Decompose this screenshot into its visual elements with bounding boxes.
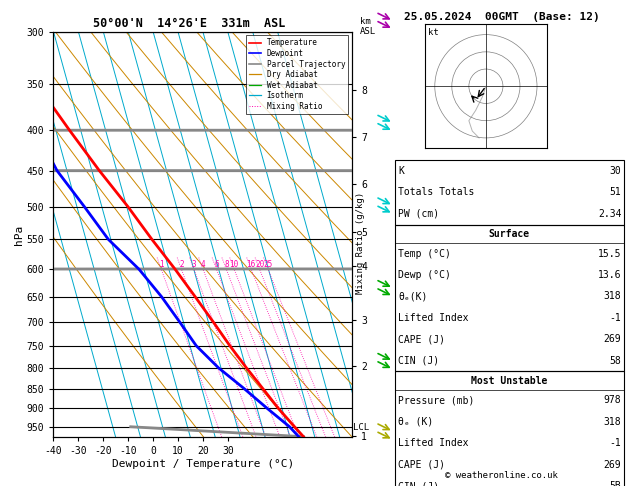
Text: kt: kt bbox=[428, 28, 439, 37]
Text: LCL: LCL bbox=[353, 423, 369, 432]
Text: 20: 20 bbox=[255, 260, 264, 269]
Text: K: K bbox=[398, 166, 404, 176]
Text: Dewp (°C): Dewp (°C) bbox=[398, 270, 452, 280]
Text: -1: -1 bbox=[610, 438, 621, 448]
Text: θₑ (K): θₑ (K) bbox=[398, 417, 434, 427]
Text: 30: 30 bbox=[610, 166, 621, 176]
Text: 3: 3 bbox=[192, 260, 196, 269]
Text: 5B: 5B bbox=[610, 481, 621, 486]
Text: Temp (°C): Temp (°C) bbox=[398, 249, 452, 259]
Text: 51: 51 bbox=[610, 188, 621, 197]
Text: CIN (J): CIN (J) bbox=[398, 481, 440, 486]
Text: 269: 269 bbox=[604, 334, 621, 344]
Text: 318: 318 bbox=[604, 417, 621, 427]
Text: 10: 10 bbox=[230, 260, 239, 269]
Text: CAPE (J): CAPE (J) bbox=[398, 460, 445, 469]
Text: 15.5: 15.5 bbox=[598, 249, 621, 259]
Text: km
ASL: km ASL bbox=[360, 17, 376, 36]
Text: θₑ(K): θₑ(K) bbox=[398, 292, 428, 301]
Text: Mixing Ratio (g/kg): Mixing Ratio (g/kg) bbox=[356, 192, 365, 294]
Bar bbox=[394, 371, 624, 486]
Text: © weatheronline.co.uk: © weatheronline.co.uk bbox=[445, 471, 558, 480]
Text: 978: 978 bbox=[604, 396, 621, 405]
Text: -1: -1 bbox=[610, 313, 621, 323]
Text: 13.6: 13.6 bbox=[598, 270, 621, 280]
Text: 50°00'N  14°26'E  331m  ASL: 50°00'N 14°26'E 331m ASL bbox=[92, 17, 285, 30]
Text: Pressure (mb): Pressure (mb) bbox=[398, 396, 475, 405]
Text: 269: 269 bbox=[604, 460, 621, 469]
Text: 2.34: 2.34 bbox=[598, 209, 621, 219]
Text: 25: 25 bbox=[264, 260, 273, 269]
Text: Totals Totals: Totals Totals bbox=[398, 188, 475, 197]
Text: 25.05.2024  00GMT  (Base: 12): 25.05.2024 00GMT (Base: 12) bbox=[404, 12, 599, 22]
Text: 4: 4 bbox=[201, 260, 206, 269]
Bar bbox=[394, 160, 624, 225]
X-axis label: Dewpoint / Temperature (°C): Dewpoint / Temperature (°C) bbox=[112, 459, 294, 469]
Text: PW (cm): PW (cm) bbox=[398, 209, 440, 219]
Text: CAPE (J): CAPE (J) bbox=[398, 334, 445, 344]
Text: 1: 1 bbox=[159, 260, 164, 269]
Text: 318: 318 bbox=[604, 292, 621, 301]
Text: 2: 2 bbox=[179, 260, 184, 269]
Text: CIN (J): CIN (J) bbox=[398, 356, 440, 365]
Text: Lifted Index: Lifted Index bbox=[398, 438, 469, 448]
Text: 16: 16 bbox=[247, 260, 256, 269]
Bar bbox=[394, 225, 624, 371]
Y-axis label: hPa: hPa bbox=[14, 225, 24, 244]
Text: 6: 6 bbox=[214, 260, 219, 269]
Text: Lifted Index: Lifted Index bbox=[398, 313, 469, 323]
Text: Surface: Surface bbox=[489, 229, 530, 239]
Legend: Temperature, Dewpoint, Parcel Trajectory, Dry Adiabat, Wet Adiabat, Isotherm, Mi: Temperature, Dewpoint, Parcel Trajectory… bbox=[246, 35, 348, 114]
Text: 58: 58 bbox=[610, 356, 621, 365]
Text: 8: 8 bbox=[224, 260, 228, 269]
Text: Most Unstable: Most Unstable bbox=[471, 376, 547, 385]
